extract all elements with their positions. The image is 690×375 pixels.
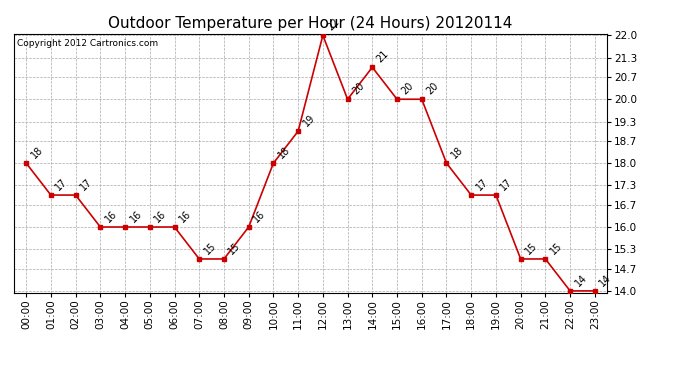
Text: 15: 15 bbox=[227, 240, 243, 256]
Text: 20: 20 bbox=[424, 81, 440, 96]
Text: 16: 16 bbox=[103, 209, 119, 224]
Title: Outdoor Temperature per Hour (24 Hours) 20120114: Outdoor Temperature per Hour (24 Hours) … bbox=[108, 16, 513, 31]
Text: 15: 15 bbox=[524, 240, 540, 256]
Text: 16: 16 bbox=[128, 209, 144, 224]
Text: 20: 20 bbox=[351, 81, 366, 96]
Text: 18: 18 bbox=[29, 145, 45, 160]
Text: 22: 22 bbox=[326, 16, 342, 33]
Text: 17: 17 bbox=[54, 177, 70, 192]
Text: 14: 14 bbox=[573, 272, 589, 288]
Text: 19: 19 bbox=[301, 112, 317, 128]
Text: 20: 20 bbox=[400, 81, 415, 96]
Text: 15: 15 bbox=[202, 240, 218, 256]
Text: 18: 18 bbox=[276, 145, 292, 160]
Text: 17: 17 bbox=[499, 177, 515, 192]
Text: 16: 16 bbox=[177, 209, 193, 224]
Text: 14: 14 bbox=[598, 272, 613, 288]
Text: 16: 16 bbox=[152, 209, 168, 224]
Text: 16: 16 bbox=[251, 209, 267, 224]
Text: Copyright 2012 Cartronics.com: Copyright 2012 Cartronics.com bbox=[17, 39, 158, 48]
Text: 18: 18 bbox=[449, 145, 465, 160]
Text: 15: 15 bbox=[548, 240, 564, 256]
Text: 17: 17 bbox=[474, 177, 490, 192]
Text: 17: 17 bbox=[79, 177, 95, 192]
Text: 21: 21 bbox=[375, 49, 391, 64]
